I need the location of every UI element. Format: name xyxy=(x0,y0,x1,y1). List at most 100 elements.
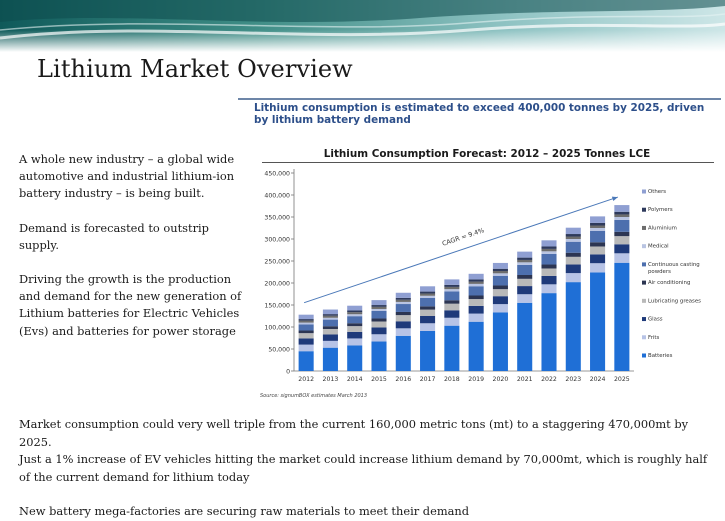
y-tick-label: 250,000 xyxy=(264,259,290,266)
bar-segment xyxy=(395,299,411,302)
header-banner xyxy=(0,0,725,52)
bar-segment xyxy=(298,320,314,323)
legend-swatch xyxy=(642,298,646,303)
bar-segment xyxy=(614,253,630,263)
bar-segment xyxy=(444,310,460,318)
y-tick-label: 0 xyxy=(286,369,290,376)
legend-swatch xyxy=(642,207,646,212)
lithium-consumption-chart: 0 50,000 100,000 150,000 200,000 250,000 300,0… xyxy=(260,169,701,399)
bar-segment xyxy=(444,325,460,371)
left-paragraph-1: A whole new industry – a global wide aut… xyxy=(19,152,235,201)
bar-segment xyxy=(420,293,436,296)
bar-segment xyxy=(565,256,581,265)
x-tick-label: 2017 xyxy=(420,376,436,383)
x-tick-label: 2021 xyxy=(517,376,533,383)
bar-segment xyxy=(347,314,363,317)
cagr-arrow-line xyxy=(303,196,619,304)
bar-segment xyxy=(614,236,630,245)
legend-swatch xyxy=(642,353,646,358)
bar-segment xyxy=(420,297,436,307)
chart-title: Lithium Consumption Forecast: 2012 – 202… xyxy=(323,148,651,160)
bar-segment xyxy=(347,310,363,313)
bar-segment xyxy=(347,305,363,311)
y-tick-label: 150,000 xyxy=(264,303,290,310)
y-tick-label: 100,000 xyxy=(264,325,290,332)
bar-segment xyxy=(517,257,533,260)
bar-segment xyxy=(322,315,338,318)
bar-segment xyxy=(517,274,533,279)
legend-swatch xyxy=(642,189,646,194)
x-tick-label: 2025 xyxy=(614,376,630,383)
legend-label: Lubricating greases xyxy=(648,298,701,304)
bar-segment xyxy=(322,317,338,320)
bar-segment xyxy=(468,286,484,296)
y-tick-label: 200,000 xyxy=(264,281,290,288)
bar-segment xyxy=(517,302,533,371)
bar-segment xyxy=(322,314,338,316)
headline-rule xyxy=(238,98,721,100)
legend-label: Frits xyxy=(648,335,660,341)
bar-segment xyxy=(444,286,460,290)
legend-swatch xyxy=(642,225,646,230)
x-tick-label: 2022 xyxy=(541,376,557,383)
bar-segment xyxy=(614,244,630,254)
bar-segment xyxy=(371,300,387,306)
x-tick-label: 2023 xyxy=(565,376,581,383)
bar-segment xyxy=(298,330,314,334)
bar-segment xyxy=(614,217,630,220)
bar-segment xyxy=(517,286,533,295)
bar-segment xyxy=(541,253,557,265)
bar-segment xyxy=(565,241,581,253)
bar-segment xyxy=(371,308,387,311)
y-tick-label: 300,000 xyxy=(264,237,290,244)
bar-segment xyxy=(468,295,484,300)
bar-segment xyxy=(590,246,606,255)
bar-segment xyxy=(395,335,411,371)
bar-segment xyxy=(395,297,411,300)
y-tick-label: 350,000 xyxy=(264,215,290,222)
bar-segment xyxy=(565,234,581,237)
bar-segment xyxy=(614,219,630,232)
bar-segment xyxy=(298,324,314,331)
bar-segment xyxy=(517,251,533,258)
bar-segment xyxy=(347,316,363,324)
legend-swatch xyxy=(642,244,646,249)
bottom-paragraph-2: Just a 1% increase of EV vehicles hittin… xyxy=(19,452,708,484)
x-tick-label: 2016 xyxy=(395,376,411,383)
legend-label: Aluminium xyxy=(648,225,677,231)
bar-segment xyxy=(614,262,630,371)
bar-segment xyxy=(347,312,363,315)
x-tick-label: 2015 xyxy=(371,376,387,383)
chart-title-rule xyxy=(262,162,714,163)
bar-segment xyxy=(590,242,606,247)
bar-segment xyxy=(322,347,338,371)
bar-segment xyxy=(322,319,338,327)
bar-segment xyxy=(322,309,338,315)
bar-segment xyxy=(614,231,630,237)
bar-segment xyxy=(541,251,557,254)
bar-segment xyxy=(590,254,606,264)
bar-segment xyxy=(492,262,508,269)
x-tick-label: 2018 xyxy=(444,376,460,383)
bar-segment xyxy=(298,333,314,339)
bar-segment xyxy=(347,323,363,327)
bar-segment xyxy=(565,227,581,235)
bar-segment xyxy=(420,295,436,298)
bar-segment xyxy=(371,305,387,307)
bar-segment xyxy=(492,304,508,313)
bar-segment xyxy=(298,338,314,345)
bar-segment xyxy=(371,341,387,371)
legend-swatch xyxy=(642,262,646,267)
bar-segment xyxy=(565,252,581,257)
bottom-paragraph-1: Market consumption could very well tripl… xyxy=(19,417,689,449)
bar-segment xyxy=(590,228,606,231)
bar-segment xyxy=(347,338,363,346)
bar-segment xyxy=(322,326,338,329)
left-paragraph-2: Demand is forecasted to outstrip supply. xyxy=(19,220,209,252)
bar-segment xyxy=(565,239,581,242)
bar-segment xyxy=(541,264,557,269)
legend-label: Polymers xyxy=(648,207,673,213)
bar-segment xyxy=(565,236,581,239)
bar-segment xyxy=(420,286,436,292)
bar-segment xyxy=(371,306,387,309)
